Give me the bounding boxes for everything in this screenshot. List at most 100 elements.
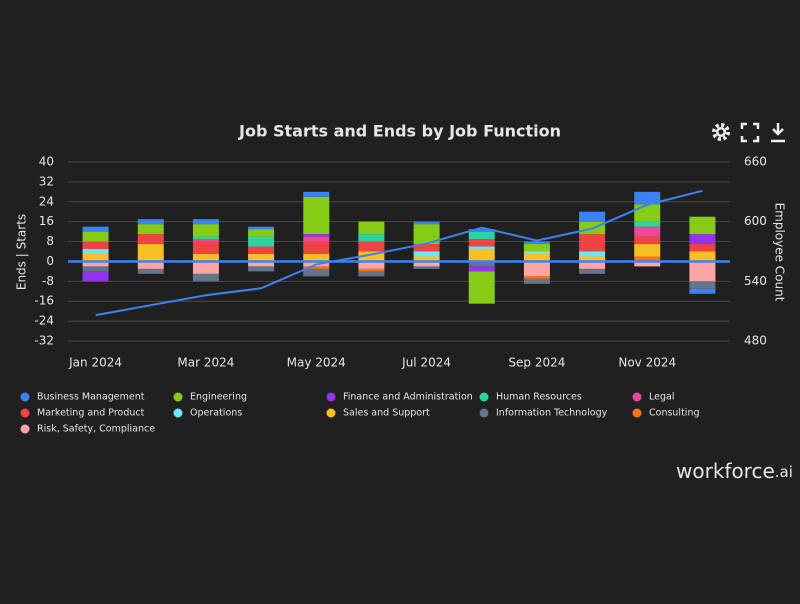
y-tick-label: 40	[39, 155, 54, 169]
bar-segment	[413, 256, 440, 262]
y-tick-label: 8	[46, 234, 54, 248]
bar-segment	[192, 261, 219, 274]
bar-segment	[579, 256, 606, 262]
settings-icon[interactable]	[712, 123, 730, 141]
bar-segment	[358, 268, 385, 272]
bar-segment	[192, 224, 219, 237]
bar-segment	[82, 271, 109, 282]
bar-segment	[303, 241, 330, 254]
bar-segment	[358, 261, 385, 269]
bar-segment	[413, 221, 440, 225]
legend-marker	[20, 408, 30, 418]
y-tick-label: 16	[39, 214, 54, 228]
y-tick-label: -32	[34, 334, 54, 348]
bar-segment	[303, 268, 330, 277]
y2-tick-label: 660	[744, 155, 767, 169]
y2-tick-label: 600	[744, 214, 767, 228]
bar-segment	[413, 261, 440, 267]
brand-suffix: .ai	[775, 463, 793, 481]
x-tick-label: Mar 2024	[177, 356, 234, 370]
bar-segment	[523, 261, 550, 277]
bar-segment	[468, 249, 495, 262]
x-tick-label: Jan 2024	[68, 356, 122, 370]
bar-segment	[579, 211, 606, 222]
bar-segment	[634, 256, 661, 262]
bar-segment	[303, 266, 330, 269]
bar-segment	[137, 234, 164, 245]
bar-segment	[689, 251, 716, 262]
y-tick-label: -8	[42, 274, 54, 288]
bar-segment	[523, 244, 550, 252]
bar-segment	[468, 266, 495, 272]
y-axis-title: Ends | Starts	[15, 214, 29, 290]
legend-marker	[632, 408, 642, 418]
bar-segment	[192, 241, 219, 254]
legend-label[interactable]: Marketing and Product	[37, 408, 145, 419]
bar-segment	[689, 216, 716, 235]
legend-marker	[326, 392, 336, 402]
bar-segment	[137, 219, 164, 225]
bar-segment	[248, 229, 275, 237]
bar-segment	[82, 231, 109, 242]
bar-segment	[634, 261, 661, 267]
bar-segment	[468, 239, 495, 247]
bar-segment	[634, 204, 661, 222]
legend-label[interactable]: Finance and Administration	[343, 392, 473, 403]
brand: workforce.ai	[676, 459, 793, 483]
bar-segment	[523, 241, 550, 245]
bar-segment	[303, 234, 330, 237]
bar-segment	[358, 234, 385, 242]
bar-segment	[468, 261, 495, 267]
legend-label[interactable]: Engineering	[190, 392, 247, 403]
bar-segment	[248, 246, 275, 254]
legend-marker	[326, 408, 336, 418]
legend-label[interactable]: Business Management	[37, 392, 145, 403]
bar-segment	[303, 196, 330, 235]
bar-segment	[523, 253, 550, 262]
brand-name: workforce	[676, 459, 775, 483]
bar-segment	[248, 266, 275, 272]
legend-marker	[173, 392, 183, 402]
fullscreen-icon[interactable]	[740, 122, 760, 143]
bar-segment	[523, 251, 550, 254]
bar-segment	[137, 268, 164, 274]
y2-axis-title: Employee Count	[773, 203, 787, 302]
bar-segment	[358, 271, 385, 277]
legend-label[interactable]: Information Technology	[496, 408, 608, 419]
bar-segment	[468, 231, 495, 240]
bar-segment	[248, 226, 275, 230]
bar-segment	[523, 278, 550, 284]
bar-segment	[689, 234, 716, 245]
bar-segment	[137, 224, 164, 235]
bar-segment	[468, 229, 495, 232]
y-tick-label: -16	[34, 294, 54, 308]
legend-marker	[173, 408, 183, 418]
bar-segment	[358, 251, 385, 262]
x-tick-label: May 2024	[287, 356, 346, 370]
legend-marker	[479, 408, 489, 418]
bar-segment	[689, 261, 716, 282]
bar-segment	[579, 251, 606, 257]
bar-segment	[634, 244, 661, 257]
legend-label[interactable]: Operations	[190, 408, 242, 419]
y2-tick-label: 480	[744, 334, 767, 348]
bar-segment	[137, 244, 164, 262]
bar-segment	[303, 253, 330, 262]
bar-segment	[634, 226, 661, 237]
download-icon[interactable]	[771, 123, 785, 143]
legend-marker	[479, 392, 489, 402]
bar-segment	[358, 221, 385, 235]
legend-label[interactable]: Consulting	[649, 408, 700, 419]
y-tick-label: -24	[34, 314, 54, 328]
y-tick-label: 24	[39, 194, 54, 208]
bar-segment	[689, 244, 716, 252]
legend-label[interactable]: Sales and Support	[343, 408, 430, 419]
legend-label[interactable]: Risk, Safety, Compliance	[37, 424, 155, 435]
bar-segment	[248, 253, 275, 262]
legend-label[interactable]: Human Resources	[496, 392, 582, 403]
bar-segment	[579, 268, 606, 274]
legend-marker	[20, 424, 30, 434]
bar-segment	[468, 271, 495, 304]
legend-label[interactable]: Legal	[649, 392, 674, 403]
bar-segment	[413, 244, 440, 252]
